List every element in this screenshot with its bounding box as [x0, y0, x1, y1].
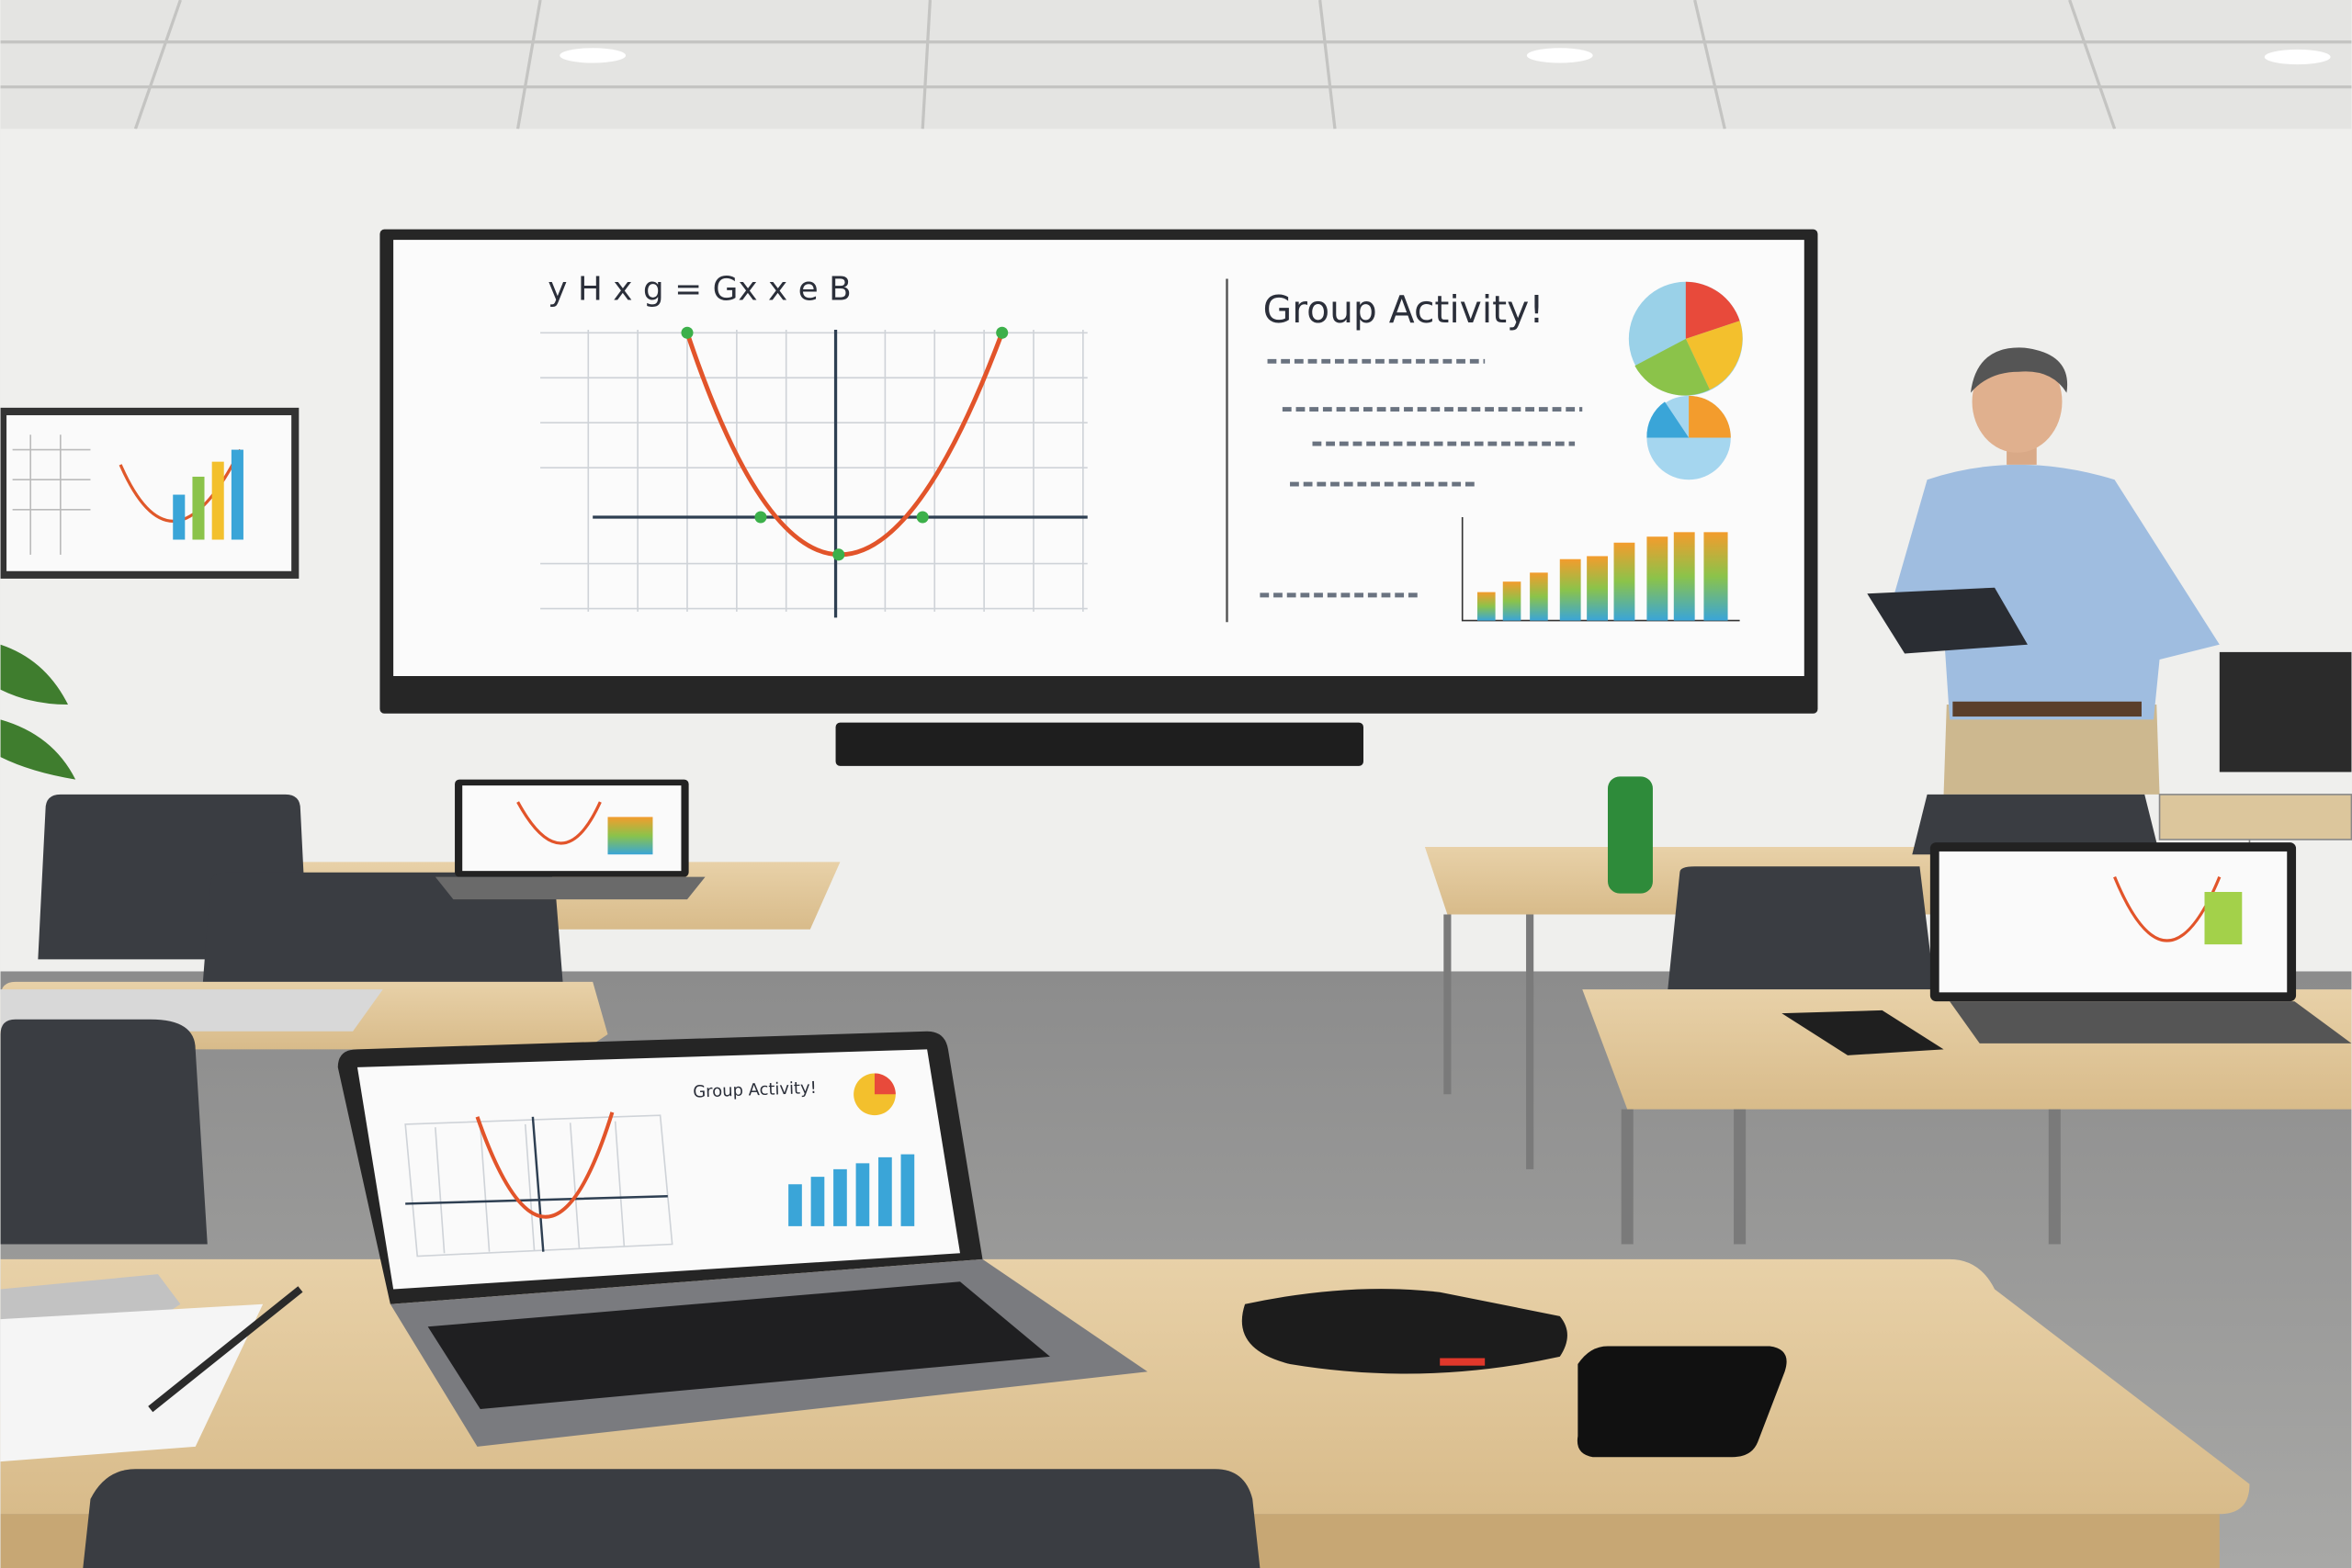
bar-chart-part: [1502, 581, 1521, 621]
teacher-part: [1972, 350, 2063, 453]
front-laptop-part: [356, 1049, 961, 1290]
ceiling-part: [1526, 48, 1593, 63]
back-desks-part: [1912, 794, 2160, 855]
wall-poster-part: [192, 476, 205, 540]
front-laptop: Group Activity!: [337, 1031, 1148, 1447]
back-laptop-part: [435, 876, 706, 900]
pie-charts-part: [1646, 401, 1690, 438]
bar-chart-part: [1673, 532, 1695, 621]
bar-chart-part: [1559, 558, 1581, 621]
front-desk-part: [1577, 1346, 1787, 1458]
front-laptop-part: [475, 1111, 615, 1219]
wall-poster-part: [211, 461, 224, 540]
ceiling-part: [2264, 49, 2331, 65]
bar-chart-part: [1530, 572, 1548, 621]
plant: [0, 644, 76, 780]
front-laptop-part: [427, 1281, 1050, 1410]
back-laptop: [435, 779, 706, 900]
middle-desks-part: [0, 1019, 208, 1245]
teacher-part: [1893, 464, 2220, 720]
wall-poster-part: [12, 434, 91, 555]
bar-chart-part: [1646, 536, 1668, 621]
pie-charts-part: [1685, 281, 1740, 339]
pie-charts-part: [1685, 321, 1743, 390]
graph-part: [540, 330, 1088, 612]
bar-chart-part: [1613, 542, 1635, 621]
middle-desks-part: [1781, 1010, 1944, 1055]
graph-part: [996, 326, 1009, 339]
wall-poster: [0, 407, 300, 579]
teacher-part: [1952, 701, 2142, 717]
equation: y H x g = Gx x e B: [548, 270, 852, 308]
teacher-part: [1970, 347, 2068, 393]
display-screen: y H x g = Gx x e B Group Activity!: [379, 229, 1818, 714]
back-desks-part: [2219, 651, 2352, 773]
teacher-part: [1867, 587, 2028, 654]
graph-part: [916, 511, 929, 524]
bar-chart-part: [1587, 556, 1608, 621]
plant-part: [0, 644, 76, 780]
teacher: [1867, 347, 2220, 795]
front-desk: [0, 1258, 2250, 1568]
front-desk-part: [148, 1286, 303, 1413]
front-laptop-part: [404, 1114, 673, 1258]
back-laptop-part: [516, 801, 602, 845]
ceiling-part: [560, 48, 627, 63]
graph-part: [681, 326, 694, 339]
bar-chart: [1461, 517, 1740, 622]
activity-heading: Group Activity!: [1263, 288, 1544, 332]
front-desk-part: [1440, 1358, 1486, 1366]
graph-part: [832, 548, 845, 561]
back-desks-part: [1607, 776, 1653, 894]
front-laptop-part: [874, 1073, 896, 1095]
front-laptop-part: [405, 1116, 668, 1252]
soundbar: [835, 722, 1363, 766]
bar-chart-part: [1477, 592, 1496, 621]
wall-poster-part: [173, 494, 186, 540]
bar-chart-part: [1703, 532, 1728, 621]
back-desks-part: [1668, 866, 1935, 990]
graph-part: [754, 511, 767, 524]
teacher-part: [1943, 705, 2160, 795]
front-desk-part: [1241, 1289, 1567, 1374]
display-screen-part: [1260, 358, 1583, 598]
front-desk-part: [83, 1469, 1261, 1568]
ceiling-part: [0, 0, 2352, 130]
laptop-heading: Group Activity!: [693, 1078, 817, 1102]
wall-poster-part: [231, 449, 243, 540]
front-laptop-part: [788, 1154, 915, 1226]
front-desk-part: [0, 1303, 264, 1462]
wall-poster-part: [6, 415, 292, 571]
right-laptop-part: [2204, 891, 2243, 945]
right-laptop-part: [1950, 1001, 2352, 1043]
ceiling: [0, 0, 2352, 130]
middle-desks-part: [1621, 1109, 2061, 1245]
pie-charts-part: [1634, 338, 1710, 396]
right-laptop: [1929, 842, 2352, 1043]
graph-part: [593, 330, 1088, 618]
back-laptop-part: [607, 817, 653, 855]
pie-charts: [1628, 281, 1743, 480]
ceiling-part: [0, 0, 2352, 130]
graph: [540, 326, 1088, 618]
back-desks-part: [202, 872, 563, 982]
pie-charts-part: [1689, 395, 1731, 438]
